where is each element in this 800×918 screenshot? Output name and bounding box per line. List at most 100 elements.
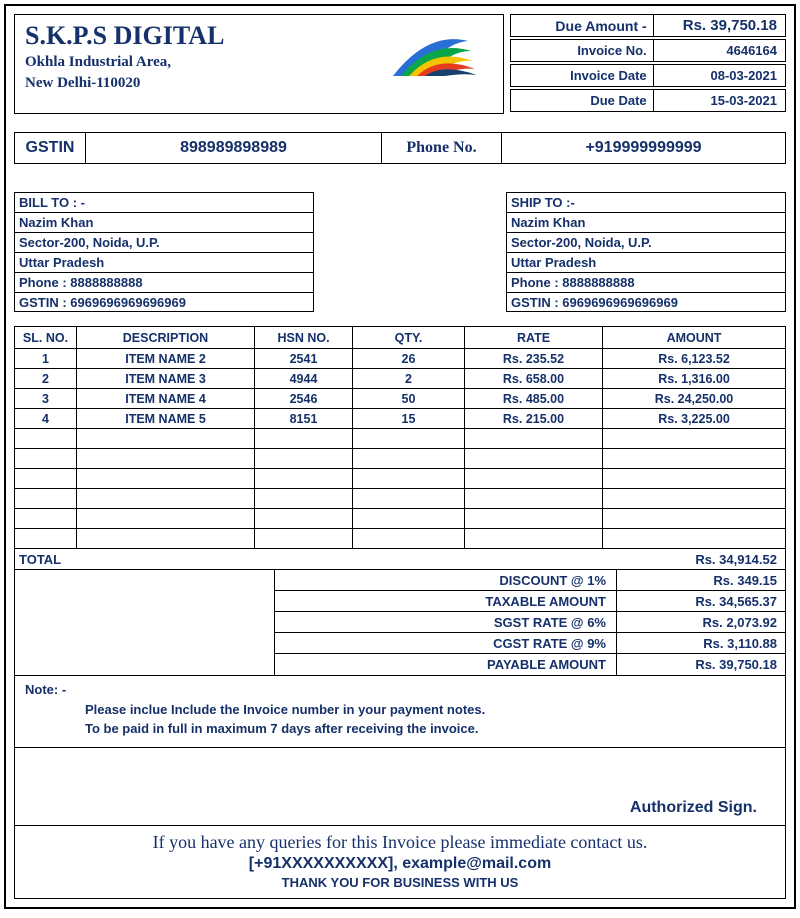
- company-name: S.K.P.S DIGITAL: [25, 21, 373, 51]
- summary-rows: DISCOUNT @ 1%Rs. 349.15TAXABLE AMOUNTRs.…: [275, 570, 785, 675]
- table-cell: [353, 489, 465, 509]
- table-cell: 2: [353, 369, 465, 389]
- table-cell: [465, 469, 603, 489]
- invoice-date-label: Invoice Date: [511, 65, 654, 86]
- table-cell: Rs. 215.00: [465, 409, 603, 429]
- table-cell: [77, 489, 255, 509]
- table-cell: Rs. 235.52: [465, 349, 603, 369]
- invoice-no-label: Invoice No.: [511, 40, 654, 61]
- table-row-empty: [15, 489, 786, 509]
- table-cell: ITEM NAME 5: [77, 409, 255, 429]
- col-slno: SL. NO.: [15, 327, 77, 349]
- company-addr1: Okhla Industrial Area,: [25, 53, 373, 72]
- summary-row: DISCOUNT @ 1%Rs. 349.15: [275, 570, 785, 591]
- invoice-no-row: Invoice No. 4646164: [510, 39, 786, 62]
- table-cell: [15, 469, 77, 489]
- table-row-empty: [15, 469, 786, 489]
- table-cell: 8151: [255, 409, 353, 429]
- table-cell: [603, 489, 786, 509]
- ship-to-block: SHIP TO :- Nazim Khan Sector-200, Noida,…: [506, 192, 786, 312]
- table-cell: [353, 449, 465, 469]
- table-cell: [77, 509, 255, 529]
- signature-label: Authorized Sign.: [630, 799, 757, 817]
- footer-line2: [+91XXXXXXXXXX], example@mail.com: [19, 855, 781, 873]
- table-cell: [255, 429, 353, 449]
- table-cell: [353, 509, 465, 529]
- table-cell: Rs. 6,123.52: [603, 349, 786, 369]
- table-row: 1ITEM NAME 2254126Rs. 235.52Rs. 6,123.52: [15, 349, 786, 369]
- summary-block: DISCOUNT @ 1%Rs. 349.15TAXABLE AMOUNTRs.…: [14, 570, 786, 676]
- company-info: S.K.P.S DIGITAL Okhla Industrial Area, N…: [25, 21, 373, 93]
- summary-value: Rs. 3,110.88: [617, 636, 785, 651]
- table-cell: [15, 489, 77, 509]
- table-cell: Rs. 24,250.00: [603, 389, 786, 409]
- due-date-row: Due Date 15-03-2021: [510, 89, 786, 112]
- total-label: TOTAL: [15, 552, 615, 567]
- col-hsn: HSN NO.: [255, 327, 353, 349]
- gstin-phone-bar: GSTIN 898989898989 Phone No. +9199999999…: [14, 132, 786, 164]
- bill-to-state: Uttar Pradesh: [14, 252, 314, 272]
- table-cell: [77, 529, 255, 549]
- table-cell: [255, 469, 353, 489]
- invoice-date-row: Invoice Date 08-03-2021: [510, 64, 786, 87]
- bill-to-block: BILL TO : - Nazim Khan Sector-200, Noida…: [14, 192, 314, 312]
- ship-to-name: Nazim Khan: [506, 212, 786, 232]
- table-cell: [465, 489, 603, 509]
- phone-label: Phone No.: [382, 132, 502, 164]
- table-cell: ITEM NAME 3: [77, 369, 255, 389]
- total-row: TOTAL Rs. 34,914.52: [14, 549, 786, 570]
- table-cell: [77, 469, 255, 489]
- table-cell: [77, 429, 255, 449]
- ship-to-addr: Sector-200, Noida, U.P.: [506, 232, 786, 252]
- table-cell: [465, 429, 603, 449]
- table-cell: 4: [15, 409, 77, 429]
- company-logo-icon: [373, 21, 493, 91]
- ship-to-phone: Phone : 8888888888: [506, 272, 786, 292]
- table-cell: [603, 469, 786, 489]
- summary-label: PAYABLE AMOUNT: [275, 654, 617, 675]
- note-line1: Please inclue Include the Invoice number…: [85, 700, 777, 720]
- table-cell: 2546: [255, 389, 353, 409]
- footer-line1: If you have any queries for this Invoice…: [19, 832, 781, 853]
- col-rate: RATE: [465, 327, 603, 349]
- table-cell: [353, 429, 465, 449]
- col-desc: DESCRIPTION: [77, 327, 255, 349]
- table-cell: [255, 509, 353, 529]
- summary-row: PAYABLE AMOUNTRs. 39,750.18: [275, 654, 785, 675]
- table-cell: Rs. 485.00: [465, 389, 603, 409]
- summary-label: CGST RATE @ 9%: [275, 633, 617, 653]
- due-amount-row: Due Amount - Rs. 39,750.18: [510, 14, 786, 37]
- total-value: Rs. 34,914.52: [615, 552, 785, 567]
- note-line2: To be paid in full in maximum 7 days aft…: [85, 719, 777, 739]
- summary-blank: [15, 570, 275, 675]
- table-cell: [15, 509, 77, 529]
- due-amount-value: Rs. 39,750.18: [654, 15, 785, 36]
- bill-to-title: BILL TO : -: [14, 192, 314, 212]
- table-cell: [255, 529, 353, 549]
- table-cell: [465, 529, 603, 549]
- note-title: Note: -: [25, 680, 777, 700]
- table-row-empty: [15, 449, 786, 469]
- bill-to-name: Nazim Khan: [14, 212, 314, 232]
- col-amount: AMOUNT: [603, 327, 786, 349]
- table-cell: [255, 489, 353, 509]
- table-cell: ITEM NAME 2: [77, 349, 255, 369]
- summary-label: TAXABLE AMOUNT: [275, 591, 617, 611]
- phone-value: +919999999999: [502, 132, 786, 164]
- table-cell: 2: [15, 369, 77, 389]
- bill-to-phone: Phone : 8888888888: [14, 272, 314, 292]
- gstin-value: 898989898989: [86, 132, 382, 164]
- table-cell: [603, 509, 786, 529]
- table-cell: [15, 429, 77, 449]
- summary-label: DISCOUNT @ 1%: [275, 570, 617, 590]
- table-cell: Rs. 658.00: [465, 369, 603, 389]
- due-amount-label: Due Amount -: [511, 15, 654, 36]
- table-cell: 4944: [255, 369, 353, 389]
- summary-row: TAXABLE AMOUNTRs. 34,565.37: [275, 591, 785, 612]
- table-cell: 50: [353, 389, 465, 409]
- footer: If you have any queries for this Invoice…: [14, 826, 786, 899]
- items-table: SL. NO. DESCRIPTION HSN NO. QTY. RATE AM…: [14, 326, 786, 549]
- ship-to-state: Uttar Pradesh: [506, 252, 786, 272]
- due-date-label: Due Date: [511, 90, 654, 111]
- table-row-empty: [15, 429, 786, 449]
